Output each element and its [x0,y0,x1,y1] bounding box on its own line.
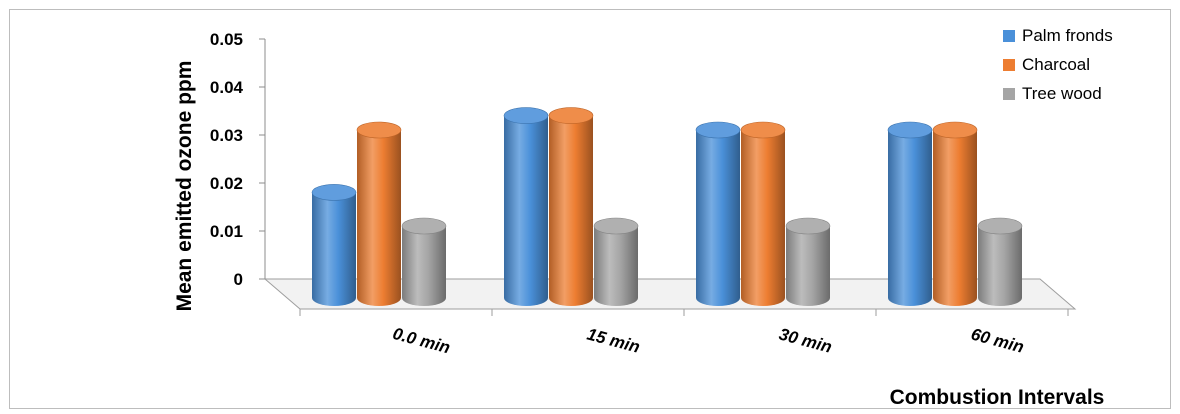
bar-palm-fronds-1 [503,107,549,306]
x-tick-label: 60 min [969,325,1026,357]
legend-swatch [1003,30,1015,42]
legend-label: Tree wood [1022,84,1102,103]
legend: Palm fronds Charcoal Tree wood [1003,26,1113,103]
bar-tree-wood-3 [977,217,1023,306]
x-axis-ticks: 0.0 min 15 min 30 min 60 min [299,309,1069,358]
x-tick-label: 15 min [585,325,642,357]
bar-palm-fronds-0 [311,184,357,306]
legend-label: Palm fronds [1022,26,1113,45]
legend-label: Charcoal [1022,55,1090,74]
y-tick-label: 0.02 [210,174,243,193]
y-axis-title: Mean emitted ozone ppm [173,61,196,312]
y-tick-label: 0.04 [210,78,244,97]
bar-charcoal-0 [356,121,402,306]
y-tick-label: 0.01 [210,222,243,241]
bar-palm-fronds-3 [887,121,933,306]
bar-tree-wood-2 [785,217,831,306]
bar-tree-wood-0 [401,217,447,306]
bar-charcoal-3 [932,121,978,306]
x-axis-title: Combustion Intervals [890,386,1105,409]
legend-swatch [1003,59,1015,71]
y-tick-label: 0.03 [210,126,243,145]
bar-charcoal-2 [740,121,786,306]
y-axis: 0 0.01 0.02 0.03 0.04 0.05 [210,30,266,289]
legend-swatch [1003,88,1015,100]
x-tick-label: 0.0 min [391,324,453,358]
y-tick-label: 0 [234,270,243,289]
bar-charcoal-1 [548,107,594,306]
bars [311,107,1023,306]
bar-palm-fronds-2 [695,121,741,306]
bar-tree-wood-1 [593,217,639,306]
y-tick-label: 0.05 [210,30,243,49]
x-tick-label: 30 min [777,325,834,357]
